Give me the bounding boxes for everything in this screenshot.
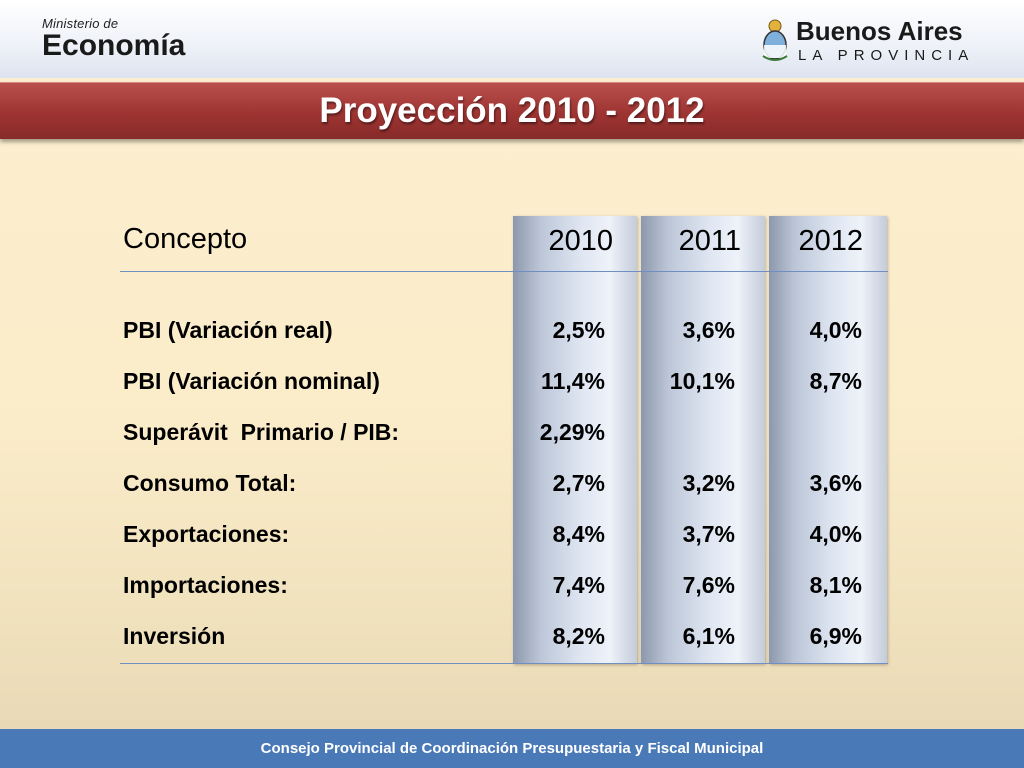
cell-2010: 8,4% bbox=[552, 521, 605, 547]
cell-2012: 8,7% bbox=[809, 368, 862, 394]
year-header-2012: 2012 bbox=[798, 225, 863, 257]
cell-2011: 3,6% bbox=[682, 317, 735, 343]
concept-header: Concepto bbox=[123, 223, 248, 255]
cell-2010: 7,4% bbox=[552, 572, 605, 598]
cell-2011: 7,6% bbox=[682, 572, 735, 598]
header-band: Ministerio de Economía Buenos Aires LA P… bbox=[0, 0, 1024, 78]
ministry-logo: Ministerio de Economía bbox=[42, 16, 186, 62]
page-title: Proyección 2010 - 2012 bbox=[319, 91, 705, 130]
row-label: Inversión bbox=[123, 623, 226, 649]
footer-bar: Consejo Provincial de Coordinación Presu… bbox=[0, 729, 1024, 768]
cell-2010: 2,7% bbox=[552, 470, 605, 496]
cell-2012: 4,0% bbox=[809, 317, 862, 343]
cell-2012: 3,6% bbox=[809, 470, 862, 496]
year-header-2011: 2011 bbox=[678, 225, 741, 257]
province-logo-small: LA PROVINCIA bbox=[798, 47, 975, 64]
footer-text: Consejo Provincial de Coordinación Presu… bbox=[260, 740, 764, 757]
cell-2011: 6,1% bbox=[682, 623, 735, 649]
column-bg-2012 bbox=[769, 216, 887, 664]
cell-2012: 8,1% bbox=[809, 572, 862, 598]
province-logo: Buenos Aires LA PROVINCIA bbox=[760, 16, 980, 66]
cell-2012: 6,9% bbox=[809, 623, 862, 649]
cell-2010: 11,4% bbox=[541, 368, 605, 394]
column-bg-2010 bbox=[513, 216, 637, 664]
year-header-2010: 2010 bbox=[548, 225, 613, 257]
header-rule bbox=[120, 271, 888, 272]
row-label: PBI (Variación nominal) bbox=[123, 368, 380, 394]
cell-2011: 10,1% bbox=[669, 368, 735, 394]
cell-2010: 2,5% bbox=[552, 317, 605, 343]
column-bg-2011 bbox=[641, 216, 765, 664]
row-label: Exportaciones: bbox=[123, 521, 290, 547]
cell-2012: 4,0% bbox=[809, 521, 862, 547]
coat-of-arms-icon bbox=[762, 19, 788, 61]
province-logo-big: Buenos Aires bbox=[796, 16, 963, 46]
row-label: Superávit Primario / PIB: bbox=[123, 419, 400, 445]
row-label: Consumo Total: bbox=[123, 470, 297, 496]
ministry-logo-small: Ministerio de bbox=[42, 16, 119, 31]
bottom-rule bbox=[120, 663, 888, 664]
cell-2010: 2,29% bbox=[539, 419, 605, 445]
row-label: Importaciones: bbox=[123, 572, 288, 598]
cell-2010: 8,2% bbox=[552, 623, 605, 649]
ministry-logo-big: Economía bbox=[42, 29, 186, 62]
cell-2011: 3,2% bbox=[682, 470, 735, 496]
row-label: PBI (Variación real) bbox=[123, 317, 333, 343]
title-bar: Proyección 2010 - 2012 bbox=[0, 82, 1024, 139]
cell-2011: 3,7% bbox=[682, 521, 735, 547]
